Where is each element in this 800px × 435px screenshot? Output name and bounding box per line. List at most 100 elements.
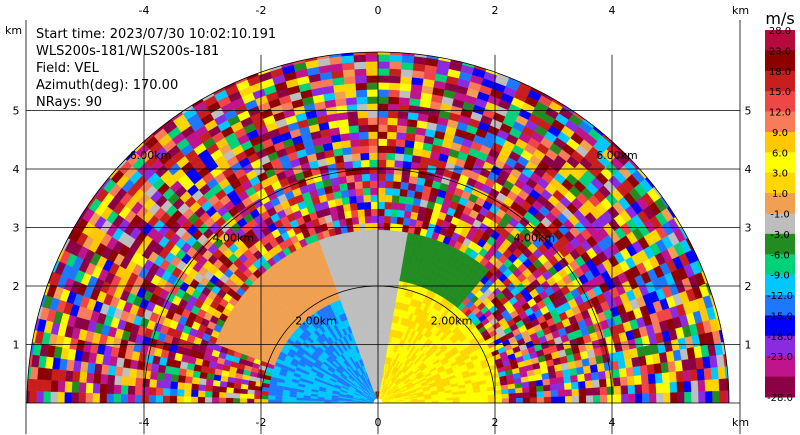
velocity-cell <box>341 55 355 64</box>
velocity-cell <box>349 238 357 247</box>
velocity-cell <box>696 368 705 381</box>
velocity-cell <box>288 399 297 403</box>
velocity-cell <box>377 264 383 273</box>
velocity-cell <box>373 264 379 273</box>
velocity-cell <box>359 272 366 281</box>
velocity-cell <box>522 386 530 394</box>
azimuth-label: Azimuth(deg): 170.00 <box>36 78 178 93</box>
velocity-cell <box>363 265 370 273</box>
velocity-cell <box>106 393 114 403</box>
velocity-cell <box>377 215 385 224</box>
velocity-cell <box>508 388 516 395</box>
velocity-cell <box>473 395 482 400</box>
velocity-cell <box>386 145 397 154</box>
velocity-cell <box>662 382 671 394</box>
velocity-cell <box>78 381 87 393</box>
velocity-cell <box>372 328 376 336</box>
velocity-cell <box>361 251 369 259</box>
velocity-cell <box>445 397 453 401</box>
velocity-cell <box>377 229 385 238</box>
x-tick-label: -4 <box>139 4 150 17</box>
velocity-cell <box>577 381 586 390</box>
velocity-cell <box>377 110 389 118</box>
velocity-cell <box>395 139 406 148</box>
velocity-cell <box>389 75 402 84</box>
velocity-cell <box>536 391 545 398</box>
velocity-cell <box>682 370 691 382</box>
velocity-cell <box>405 196 415 205</box>
velocity-cell <box>338 118 350 128</box>
velocity-cell <box>383 222 391 231</box>
velocity-cell <box>342 203 352 212</box>
velocity-cell <box>365 61 379 69</box>
velocity-cell <box>100 364 110 375</box>
velocity-cell <box>365 52 379 55</box>
velocity-cell <box>591 379 600 389</box>
velocity-cell <box>515 387 523 394</box>
velocity-cell <box>388 244 395 252</box>
velocity-cell <box>387 131 398 140</box>
velocity-cell <box>388 96 400 105</box>
velocity-cell <box>626 375 635 386</box>
velocity-cell <box>381 278 387 287</box>
velocity-cell <box>211 391 220 398</box>
x-tick-label: -4 <box>139 416 150 429</box>
colorbar-tick-label: -6.0 <box>770 250 790 261</box>
velocity-cell <box>698 391 706 403</box>
velocity-cell <box>655 382 664 394</box>
velocity-cell <box>500 384 509 391</box>
velocity-cell <box>367 117 379 125</box>
velocity-cell <box>357 258 364 267</box>
velocity-cell <box>697 379 706 392</box>
y-tick-label: 3 <box>745 222 752 235</box>
velocity-cell <box>398 202 407 211</box>
x-tick-label: 4 <box>609 4 616 17</box>
velocity-cell <box>711 379 720 392</box>
velocity-cell <box>501 393 510 399</box>
velocity-cell <box>358 216 366 224</box>
velocity-cell <box>385 173 395 182</box>
velocity-cell <box>361 244 368 252</box>
velocity-cell <box>401 174 411 184</box>
velocity-cell <box>377 180 386 189</box>
velocity-cell <box>529 397 538 403</box>
velocity-cell <box>387 124 398 133</box>
velocity-cell <box>377 243 384 252</box>
velocity-cell <box>78 392 86 403</box>
velocity-cell <box>349 132 360 141</box>
velocity-cell <box>106 383 115 394</box>
velocity-cell <box>364 272 370 280</box>
velocity-cell <box>343 160 354 170</box>
velocity-cell <box>328 52 342 58</box>
velocity-cell <box>620 385 629 395</box>
velocity-cell <box>377 152 387 160</box>
velocity-cell <box>508 393 517 399</box>
velocity-cell <box>661 372 670 384</box>
velocity-cell <box>724 365 729 379</box>
velocity-cell <box>625 367 635 377</box>
range-ring-label: 4.00km <box>213 232 255 245</box>
velocity-cell <box>72 370 81 383</box>
velocity-cell <box>646 364 656 375</box>
velocity-cell <box>226 386 234 394</box>
velocity-cell <box>27 378 31 391</box>
velocity-cell <box>205 378 214 386</box>
velocity-cell <box>527 375 536 382</box>
velocity-cell <box>597 370 607 380</box>
velocity-cell <box>127 385 136 395</box>
velocity-cell <box>407 111 419 121</box>
velocity-cell <box>570 374 579 383</box>
velocity-cell <box>676 381 685 393</box>
velocity-cell <box>391 202 400 210</box>
velocity-cell <box>374 299 379 308</box>
velocity-cell <box>370 180 379 189</box>
velocity-cell <box>86 372 95 384</box>
velocity-cell <box>333 84 346 93</box>
velocity-cell <box>340 189 350 199</box>
velocity-cell <box>253 398 262 403</box>
velocity-cell <box>555 370 564 379</box>
colorbar: 28.023.018.015.012.09.06.03.01.0-1.0-3.0… <box>765 9 795 404</box>
velocity-cell <box>656 392 664 403</box>
velocity-cell <box>27 390 30 403</box>
